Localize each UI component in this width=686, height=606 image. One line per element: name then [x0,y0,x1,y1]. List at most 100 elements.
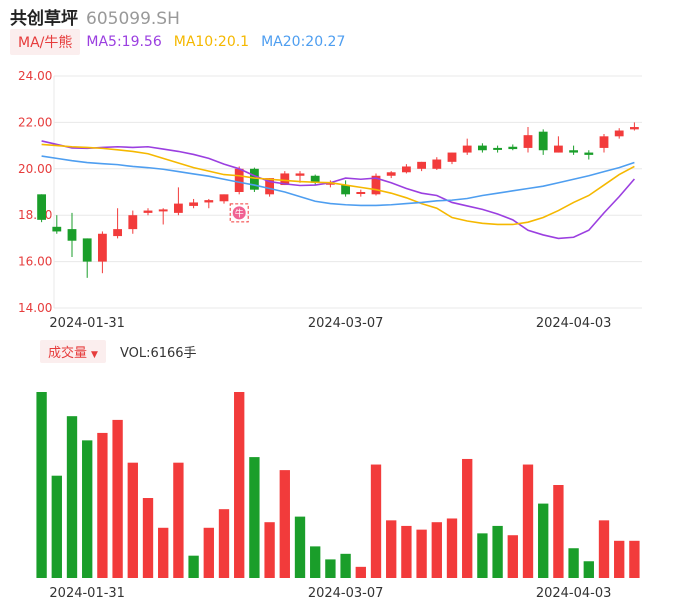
candle-body [189,202,199,206]
volume-bar [386,520,397,578]
candle [599,134,609,153]
candle [477,143,487,153]
candle [325,180,335,188]
candle-body [265,178,275,195]
volume-bar [82,440,93,578]
volume-bar [370,464,382,578]
volume-bar [522,464,534,578]
candlesticks [37,122,639,278]
price-axis: 24.00 22.00 20.00 18.00 16.00 14.00 [18,69,52,315]
candle [67,212,77,257]
candle [234,166,244,195]
candle [37,194,47,223]
volume-bar [97,432,108,578]
ma5-legend: MA5:19.56 [86,34,162,50]
candle [538,129,548,155]
candle-body [67,229,77,241]
candle-body [295,173,305,176]
badge-dot [232,206,246,220]
candle [249,167,259,192]
volume-bar [279,470,290,578]
volume-bar [401,525,412,578]
x-tick-label: 2024-01-31 [49,316,125,331]
candle-body [173,203,183,213]
candle-body [432,159,442,169]
ma-lines [41,140,636,240]
x-tick-label: 2024-04-03 [536,586,612,601]
candle-body [249,168,259,190]
date-axis: 2024-01-31 2024-01-31 2024-03-07 2024-03-07… [49,316,611,601]
candle-body [462,145,472,153]
y-tick-label: 20.00 [18,162,52,176]
y-tick-label: 18.00 [18,208,52,222]
volume-bar [203,527,214,578]
volume-bar [538,503,549,578]
y-tick-label: 22.00 [18,115,52,129]
signal-badge: 牛 [229,203,249,223]
candle [189,198,199,209]
candle-body [37,194,47,220]
volume-bar [249,457,260,578]
price-grid [53,75,642,309]
ma-legend: MA/牛熊 MA5:19.56 MA10:20.1 MA20:20.27 [10,29,357,55]
volume-bar [598,520,610,578]
candle-body [341,185,351,195]
y-tick-label: 16.00 [18,255,52,269]
candle [386,171,396,179]
candle-body [584,152,594,155]
candle-body [417,161,427,169]
volume-bar [614,540,625,578]
candle [629,122,639,131]
candle-body [401,166,411,173]
x-tick-label: 2024-01-31 [49,586,125,601]
volume-bar [234,392,245,578]
candle [432,157,442,170]
stock-name: 共创草坪 [10,9,78,29]
volume-switch-button[interactable]: 成交量 ▼ [40,339,106,363]
candle-body [310,175,320,183]
volume-bar [446,518,458,578]
candle-body [629,127,639,130]
ma10-line [41,143,635,226]
volume-bar [507,535,518,578]
badge-frame [229,203,249,223]
candle [341,180,351,197]
volume-bar [431,522,442,578]
candle [310,174,320,186]
volume-bar [416,529,427,578]
volume-bars [36,392,640,578]
candle [143,208,153,216]
candle [204,198,214,209]
volume-bar [583,561,594,578]
candle [508,144,518,151]
candle [417,161,427,172]
volume-bar [294,516,306,578]
candle [401,164,411,174]
volume-bar [340,553,351,578]
volume-bar [36,392,47,578]
candle-body [599,136,609,148]
candle-body [553,145,563,153]
candle-body [113,229,123,237]
volume-value: VOL:6166手 [119,345,197,361]
candle-body [204,200,214,203]
badge-text: 牛 [235,207,244,219]
candle [113,208,123,239]
candle-body [386,172,396,176]
candle [128,210,138,234]
x-tick-label: 2024-03-07 [308,316,384,331]
candle-body [143,210,153,213]
candle [52,215,62,234]
candle-body [234,168,244,192]
candle-body [158,209,168,212]
y-tick-label: 14.00 [18,301,52,315]
candle [97,231,107,274]
candle [493,145,503,153]
volume-bar [112,419,123,578]
candle-body [52,226,62,232]
candle [553,136,563,153]
candle-body [97,233,107,262]
ma-switch-button[interactable]: MA/牛熊 [10,29,81,55]
volume-bar [218,509,230,578]
